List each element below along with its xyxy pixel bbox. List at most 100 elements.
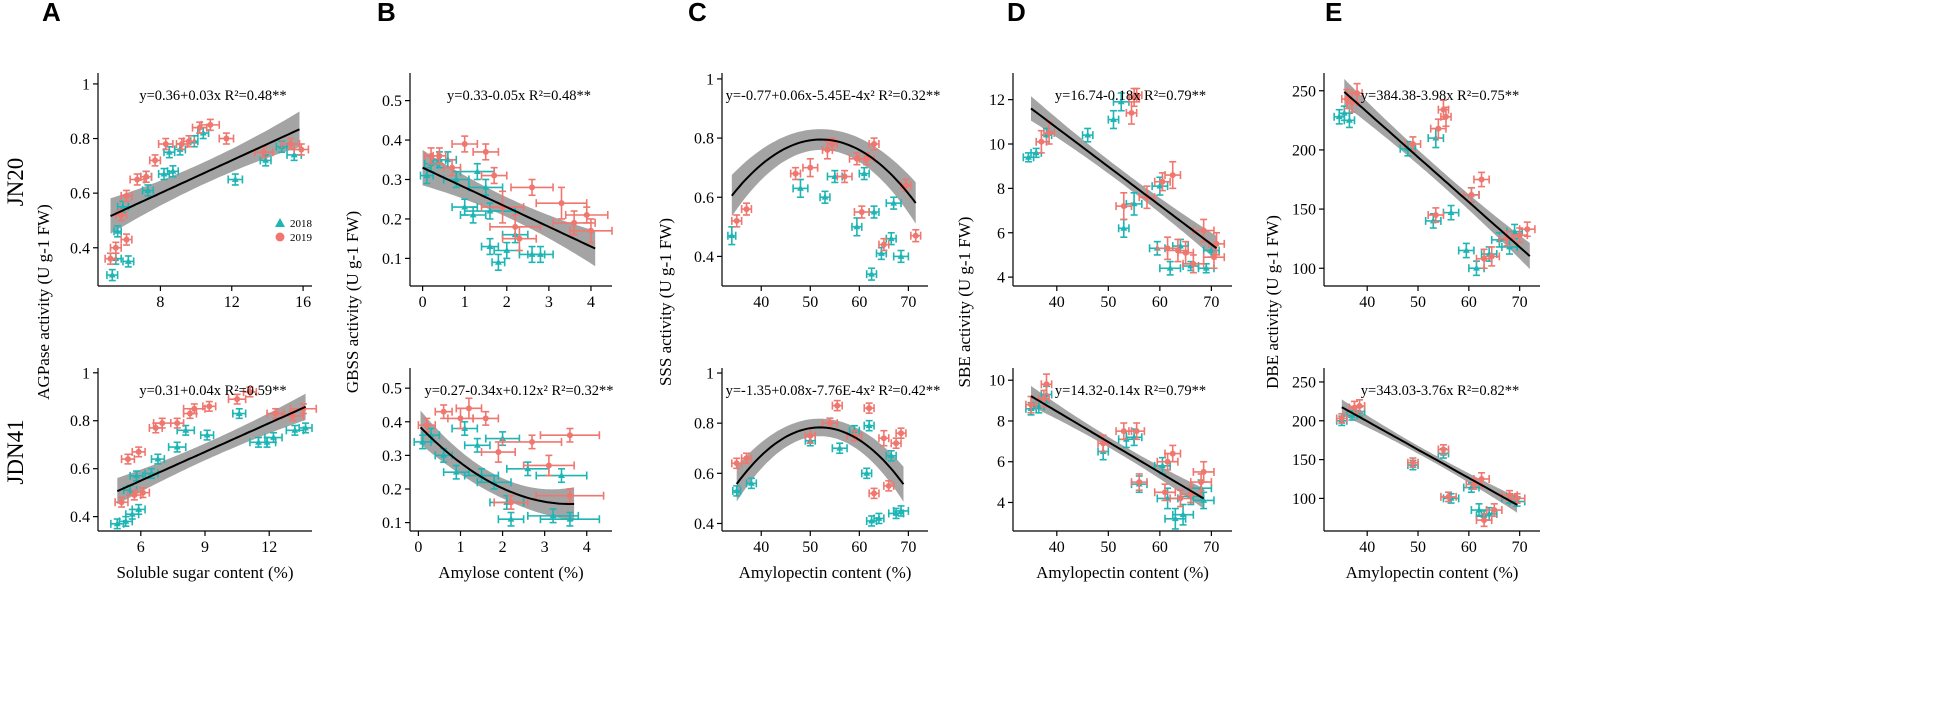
point-2019 — [242, 386, 258, 398]
point-2019 — [1192, 460, 1215, 483]
point-2018 — [505, 461, 550, 477]
point-2019 — [1177, 240, 1195, 265]
x-tick-label: 50 — [1100, 294, 1116, 311]
panel-b-jdn41: 0 1 2 3 4 0.1 0.2 0.3 0.4 0.5 y=0.27-0.34x+0.12x² … — [343, 211, 614, 582]
point-2018 — [885, 449, 897, 462]
y-tick-label: 4 — [997, 495, 1005, 512]
point-2018 — [792, 178, 809, 199]
point-2019 — [182, 403, 206, 415]
x-tick-label: 40 — [753, 539, 769, 556]
panel-letter: A — [42, 0, 61, 27]
panel-e-jn20: 40 50 60 70 100 150 200 250 y=384.38-3.98x R²=0.… — [1292, 0, 1540, 311]
point-2019 — [510, 178, 554, 197]
point-2019 — [131, 446, 146, 458]
point-2019 — [157, 137, 174, 151]
point-2018 — [110, 518, 125, 530]
point-2018 — [819, 190, 831, 204]
point-2018 — [731, 485, 742, 497]
point-2019 — [120, 189, 133, 203]
point-2018 — [480, 237, 500, 256]
panel-a-jn20: 8 12 16 0.4 0.6 0.8 1 y=0.36+0.03x R²=0.48** A 20… — [42, 0, 313, 311]
point-2018 — [539, 511, 601, 527]
point-2019 — [501, 226, 538, 252]
point-2019 — [434, 404, 453, 420]
y-axis-title: SBE activity (U g-1 FW) — [955, 217, 974, 388]
point-2018 — [491, 253, 506, 272]
row-label-jdn41: JDN41 — [3, 419, 28, 484]
point-2019 — [878, 429, 890, 447]
fit-line — [419, 426, 575, 505]
point-2019 — [1518, 221, 1536, 238]
point-2019 — [493, 494, 529, 510]
x-tick-label: 50 — [802, 294, 818, 311]
y-axis-title: GBSS activity (U g-1 FW) — [343, 211, 362, 393]
point-2018 — [1022, 152, 1035, 163]
point-2019 — [863, 402, 875, 414]
y-tick-label: 150 — [1292, 452, 1316, 469]
point-2019 — [227, 393, 247, 405]
point-2019 — [109, 241, 122, 255]
point-2018 — [1081, 127, 1094, 143]
y-axis-title: DBE activity (U g-1 FW) — [1263, 215, 1282, 389]
point-2019 — [868, 487, 880, 500]
panel-letter: B — [377, 0, 396, 27]
point-2019 — [480, 190, 525, 224]
y-tick-label: 6 — [997, 225, 1005, 242]
point-2019 — [1407, 457, 1419, 469]
x-tick-label: 60 — [1152, 539, 1168, 556]
point-2019 — [135, 487, 151, 499]
point-2019 — [115, 208, 128, 222]
panel-d-jn20: 40 50 60 70 4 6 8 10 12 y=16.74-0.18x R²=0.79** D — [989, 0, 1232, 311]
point-2018 — [122, 255, 135, 268]
equation-label: y=-0.77+0.06x-5.45E-4x² R²=0.32** — [726, 88, 941, 104]
legend-label-2018: 2018 — [290, 218, 313, 230]
point-2019 — [120, 233, 133, 246]
x-tick-label: 70 — [1203, 539, 1219, 556]
x-axis-title: Amylose content (%) — [438, 563, 583, 582]
point-2019 — [254, 145, 274, 159]
point-2019 — [1427, 207, 1445, 223]
point-2018 — [1343, 112, 1356, 129]
confidence-band — [736, 418, 904, 502]
point-2018 — [476, 474, 512, 490]
x-tick-label: 40 — [1359, 539, 1375, 556]
point-2019 — [731, 214, 743, 228]
point-2019 — [878, 237, 890, 252]
point-2019 — [740, 202, 753, 216]
point-2018 — [865, 515, 878, 527]
point-2018 — [106, 268, 119, 282]
point-2019 — [293, 143, 310, 156]
y-tick-label: 250 — [1292, 83, 1316, 100]
x-tick-label: 40 — [1049, 539, 1065, 556]
point-2019 — [1202, 245, 1226, 270]
point-2019 — [114, 496, 129, 508]
x-axis-title: Amylopectin content (%) — [1036, 563, 1209, 582]
point-2019 — [1511, 227, 1529, 244]
point-2019 — [535, 488, 605, 504]
y-tick-label: 150 — [1292, 202, 1316, 219]
point-2019 — [140, 170, 153, 184]
x-tick-label: 12 — [224, 294, 240, 311]
point-2018 — [141, 184, 155, 197]
point-2019 — [432, 147, 447, 165]
point-2019 — [564, 206, 609, 224]
point-2019 — [1164, 444, 1182, 463]
equation-label: y=16.74-0.18x R²=0.79** — [1055, 88, 1206, 104]
x-tick-label: 0 — [414, 539, 422, 556]
point-2018 — [131, 503, 146, 516]
y-tick-label: 12 — [989, 92, 1005, 109]
legend-label-2019: 2019 — [290, 232, 313, 244]
y-tick-label: 0.8 — [694, 131, 714, 148]
x-tick-label: 50 — [1100, 539, 1116, 556]
point-2019 — [535, 186, 588, 220]
point-2018 — [863, 419, 875, 432]
point-2019 — [191, 121, 208, 134]
panel-a-jdn41: 6 9 12 0.4 0.6 0.8 1 y=0.31+0.04x R²=0.59** Solu… — [34, 204, 318, 582]
panel-letter: E — [1325, 0, 1342, 27]
fit-line — [422, 166, 596, 250]
x-tick-label: 50 — [802, 539, 818, 556]
point-2018 — [873, 512, 885, 525]
point-2019 — [831, 399, 843, 412]
point-2018 — [227, 173, 244, 186]
plots: 8 12 160.40.60.81y=0.36+0.03x R²=0.48**A20… — [34, 0, 1540, 582]
